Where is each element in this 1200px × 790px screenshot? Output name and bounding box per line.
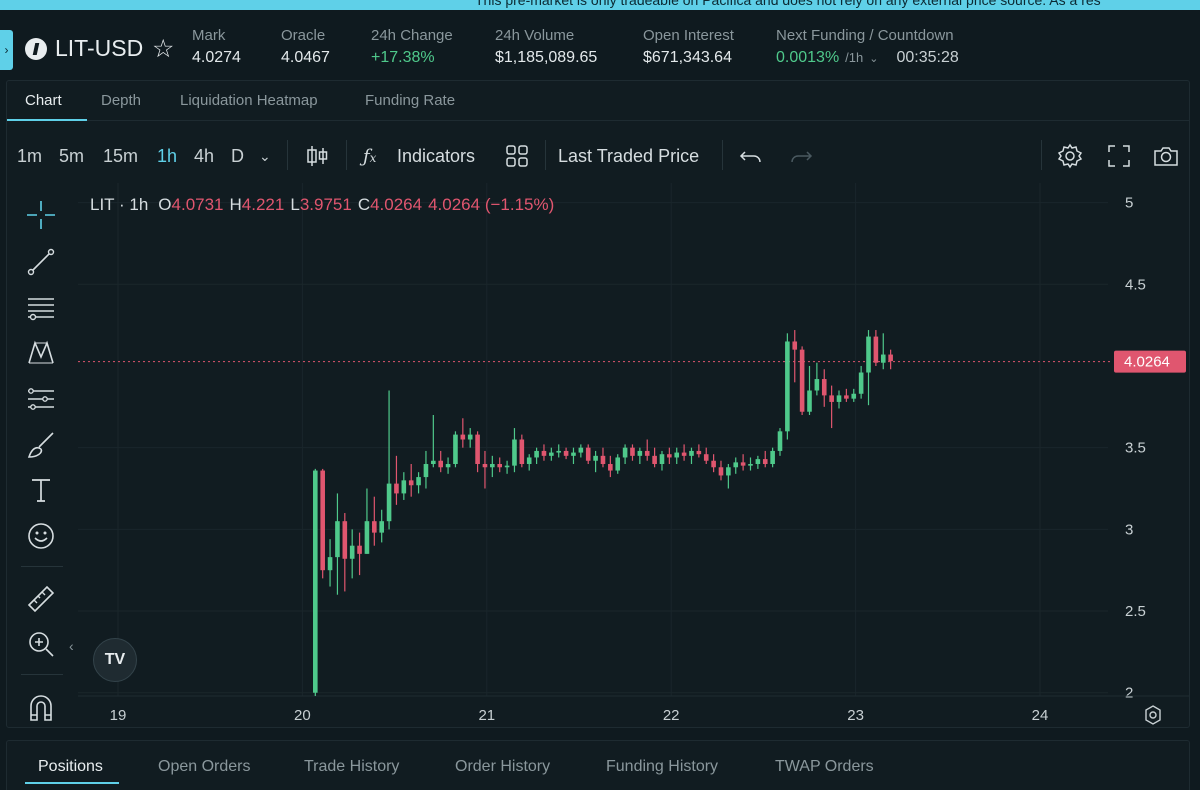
- legend-close: 4.0264: [370, 195, 423, 214]
- stat-open-interest: Open Interest $671,343.64: [643, 27, 734, 67]
- stat-label: 24h Change: [371, 27, 453, 44]
- drawing-toolbar: [7, 196, 75, 728]
- pattern-tool-icon[interactable]: [25, 337, 57, 369]
- brush-icon[interactable]: [25, 429, 57, 461]
- banner-text: This pre-market is only tradeable on Pac…: [475, 0, 1101, 8]
- legend-high-key: H: [229, 195, 242, 214]
- candle-type-icon[interactable]: [303, 142, 331, 170]
- market-ticker: LIT-USD ☆ Mark 4.0274 Oracle 4.0467 24h …: [13, 10, 1200, 80]
- crosshair-icon[interactable]: [25, 199, 57, 231]
- tab-positions[interactable]: Positions: [38, 758, 103, 775]
- timeframe-5m[interactable]: 5m: [59, 146, 85, 166]
- timeframe-1h[interactable]: 1h: [157, 146, 178, 166]
- stat-value: 4.0274: [192, 49, 241, 66]
- ohlc-legend: LIT · 1h O4.0731 H4.221 L3.9751 C4.0264 4.026…: [90, 195, 560, 215]
- forecast-tool-icon[interactable]: [25, 383, 57, 415]
- tradingview-logo[interactable]: TV: [93, 638, 137, 682]
- active-tab-indicator: [25, 782, 119, 784]
- tab-funding-rate[interactable]: Funding Rate: [365, 92, 456, 109]
- sidebar-toggle-button[interactable]: ›: [0, 30, 13, 70]
- chart-toolbar: 1m 5m 15m 1h 4h D ⌄ ƒx Indicators Last T…: [7, 122, 1189, 178]
- fib-retracement-icon[interactable]: [25, 292, 57, 324]
- legend-open: 4.0731: [171, 195, 224, 214]
- stat-oracle: Oracle 4.0467: [281, 27, 330, 67]
- stat-24h-change: 24h Change +17.38%: [371, 27, 453, 67]
- layouts-grid-icon[interactable]: [503, 142, 531, 170]
- stat-label: Oracle: [281, 27, 326, 44]
- trend-line-icon[interactable]: [25, 246, 57, 278]
- tab-chart[interactable]: Chart: [25, 92, 62, 109]
- legend-open-key: O: [158, 195, 172, 214]
- stat-next-funding: Next Funding / Countdown 0.0013% /1h ⌄ 0…: [776, 27, 959, 67]
- legend-change: 4.0264 (−1.15%): [428, 195, 555, 214]
- tab-trade-history[interactable]: Trade History: [304, 758, 400, 775]
- chart-panel: Chart Depth Liquidation Heatmap Funding …: [6, 80, 1190, 728]
- lit-token-icon: [25, 38, 47, 60]
- redo-icon[interactable]: [787, 142, 815, 170]
- market-pair[interactable]: LIT-USD: [55, 35, 144, 61]
- toolbar-divider: [346, 140, 347, 170]
- tab-twap-orders[interactable]: TWAP Orders: [775, 758, 874, 775]
- stat-24h-volume: 24h Volume $1,185,089.65: [495, 27, 597, 67]
- legend-high: 4.221: [241, 195, 285, 214]
- funding-countdown: 00:35:28: [896, 49, 959, 66]
- toolbar-divider: [545, 140, 546, 170]
- magnet-icon[interactable]: [25, 692, 57, 724]
- text-tool-icon[interactable]: [25, 474, 57, 506]
- timeframe-dropdown-chevron-icon[interactable]: ⌄: [259, 148, 271, 164]
- tab-depth[interactable]: Depth: [101, 92, 142, 109]
- tab-open-orders[interactable]: Open Orders: [158, 758, 251, 775]
- legend-low-key: L: [290, 195, 300, 214]
- funding-rate: 0.0013%: [776, 49, 840, 66]
- toolbar-divider: [722, 140, 723, 170]
- toolbar-divider: [1041, 140, 1042, 170]
- camera-snapshot-icon[interactable]: [1152, 142, 1180, 170]
- toolbar-divider: [287, 140, 288, 170]
- timeframe-d[interactable]: D: [231, 146, 244, 166]
- stat-label: 24h Volume: [495, 27, 575, 44]
- chart-tabs: Chart Depth Liquidation Heatmap Funding …: [7, 81, 1189, 121]
- zoom-in-icon[interactable]: [25, 628, 57, 660]
- tab-liquidation-heatmap[interactable]: Liquidation Heatmap: [180, 92, 318, 109]
- legend-close-key: C: [357, 195, 371, 214]
- stat-label: Open Interest: [643, 27, 734, 44]
- undo-icon[interactable]: [737, 142, 765, 170]
- tab-order-history[interactable]: Order History: [455, 758, 551, 775]
- toolbar-divider: [21, 566, 63, 567]
- stat-mark: Mark 4.0274: [192, 27, 241, 67]
- timeframe-15m[interactable]: 15m: [103, 146, 139, 166]
- indicators-button[interactable]: Indicators: [397, 146, 476, 166]
- timeframe-1m[interactable]: 1m: [17, 146, 43, 166]
- chevron-down-icon[interactable]: ⌄: [869, 53, 879, 65]
- favorite-star-icon[interactable]: ☆: [152, 35, 175, 63]
- stat-value: $1,185,089.65: [495, 49, 598, 66]
- price-source-button[interactable]: Last Traded Price: [558, 146, 700, 166]
- timeframe-4h[interactable]: 4h: [194, 146, 215, 166]
- stat-value: $671,343.64: [643, 49, 732, 66]
- account-tabs: Positions Open Orders Trade History Orde…: [6, 740, 1190, 790]
- info-banner: This pre-market is only tradeable on Pac…: [0, 0, 1200, 10]
- stat-value: +17.38%: [371, 49, 435, 66]
- toolbar-divider: [21, 674, 63, 675]
- fullscreen-icon[interactable]: [1105, 142, 1133, 170]
- funding-interval-select[interactable]: /1h: [845, 50, 864, 65]
- tab-funding-history[interactable]: Funding History: [606, 758, 719, 775]
- ruler-icon[interactable]: [25, 583, 57, 615]
- legend-symbol: LIT · 1h: [90, 195, 149, 214]
- stat-label: Mark: [192, 27, 226, 44]
- emoji-icon[interactable]: [25, 520, 57, 552]
- indicators-fx-icon[interactable]: ƒx: [363, 146, 377, 167]
- stat-value: 4.0467: [281, 49, 330, 66]
- collapse-toolbar-arrow-icon[interactable]: ‹: [69, 638, 74, 654]
- legend-low: 3.9751: [299, 195, 352, 214]
- stat-label: Next Funding / Countdown: [776, 27, 954, 44]
- active-tab-indicator: [7, 119, 87, 121]
- settings-gear-icon[interactable]: [1056, 142, 1084, 170]
